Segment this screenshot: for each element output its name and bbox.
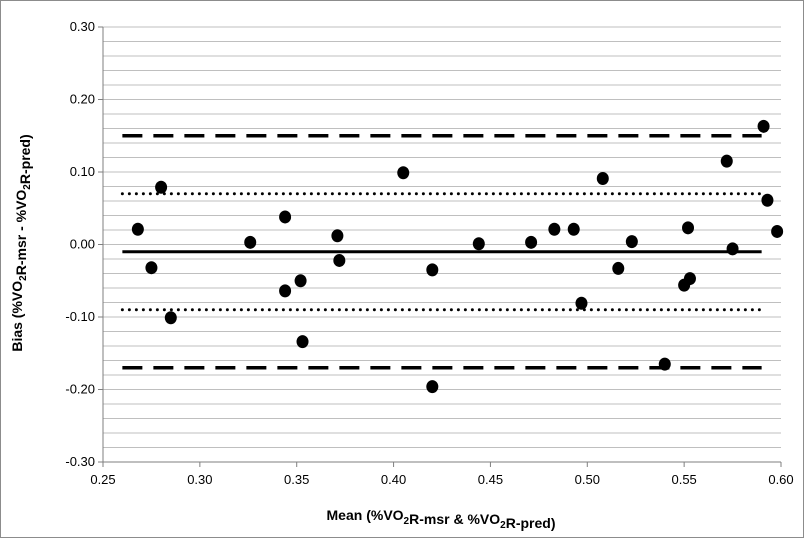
data-point bbox=[155, 180, 168, 194]
y-tick-label: -0.30 bbox=[65, 454, 95, 469]
data-point bbox=[331, 229, 344, 243]
data-point bbox=[525, 235, 538, 249]
tick-labels: 0.30 0.20 0.10 0.00 -0.10 -0.20 -0.30 0.25 0.30 0… bbox=[65, 19, 793, 487]
x-tick-label: 0.30 bbox=[187, 472, 212, 487]
data-point bbox=[548, 222, 561, 236]
data-point bbox=[472, 237, 485, 251]
y-tick-label: 0.10 bbox=[70, 164, 95, 179]
data-point bbox=[333, 253, 346, 267]
data-point bbox=[279, 210, 292, 224]
axes bbox=[98, 26, 782, 467]
data-point bbox=[426, 380, 439, 394]
y-tick-label: 0.20 bbox=[70, 92, 95, 107]
y-axis-title: Bias (%VO2R-msr - %VO2R-pred) bbox=[9, 134, 33, 351]
data-point bbox=[575, 296, 588, 310]
x-tick-label: 0.55 bbox=[671, 472, 696, 487]
gridlines bbox=[103, 26, 781, 448]
data-point bbox=[164, 311, 177, 325]
data-point bbox=[131, 222, 144, 236]
data-point bbox=[397, 166, 410, 180]
data-point bbox=[567, 222, 580, 236]
data-point bbox=[720, 154, 733, 168]
data-point bbox=[761, 193, 774, 207]
data-point bbox=[426, 263, 439, 277]
data-point bbox=[683, 272, 696, 286]
data-point bbox=[658, 357, 671, 371]
x-tick-label: 0.40 bbox=[381, 472, 406, 487]
y-tick-label: 0.00 bbox=[70, 237, 95, 252]
data-point bbox=[625, 235, 638, 249]
x-tick-label: 0.60 bbox=[768, 472, 793, 487]
data-point bbox=[771, 224, 784, 238]
x-tick-label: 0.35 bbox=[284, 472, 309, 487]
data-point bbox=[244, 235, 257, 249]
data-point bbox=[279, 284, 292, 298]
x-axis-title: Mean (%VO2R-msr & %VO2R-pred) bbox=[327, 507, 556, 531]
data-point bbox=[296, 335, 309, 349]
data-point bbox=[757, 119, 770, 133]
y-tick-label: 0.30 bbox=[70, 19, 95, 34]
data-point bbox=[596, 172, 609, 186]
y-tick-label: -0.20 bbox=[65, 382, 95, 397]
reference-lines bbox=[120, 134, 764, 370]
data-point bbox=[145, 261, 158, 275]
data-point bbox=[294, 274, 307, 288]
data-point bbox=[612, 261, 625, 275]
data-point bbox=[726, 242, 739, 256]
data-point bbox=[682, 221, 695, 235]
x-tick-label: 0.25 bbox=[90, 472, 115, 487]
data-points bbox=[131, 119, 784, 394]
y-tick-label: -0.10 bbox=[65, 309, 95, 324]
x-tick-label: 0.45 bbox=[478, 472, 503, 487]
x-tick-label: 0.50 bbox=[575, 472, 600, 487]
